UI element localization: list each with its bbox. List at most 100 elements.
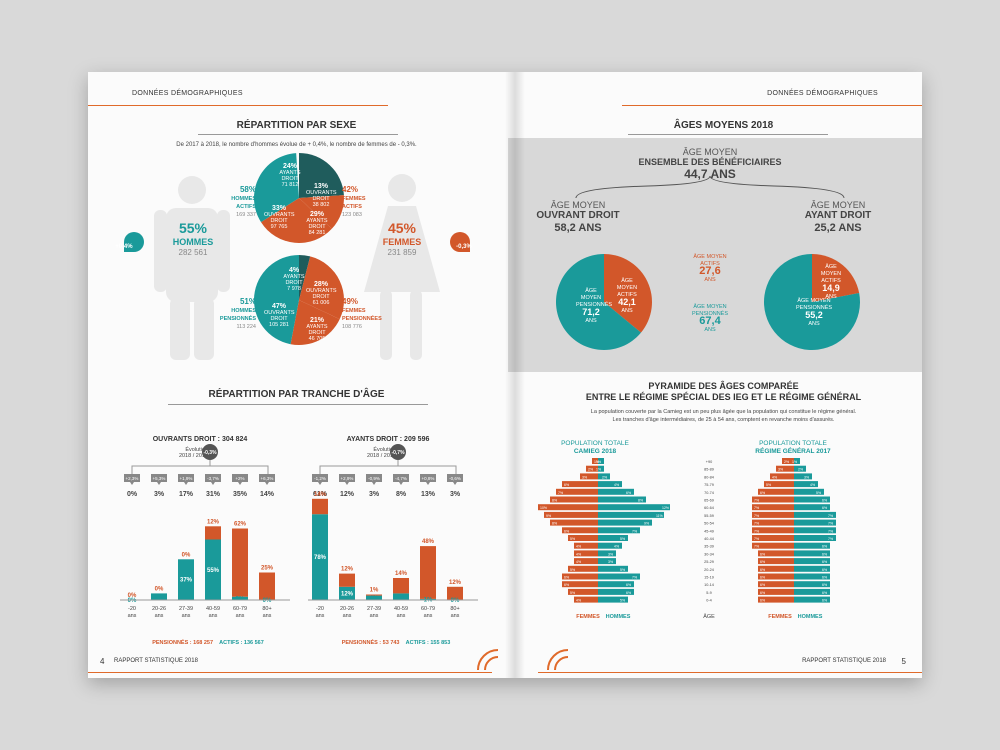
pyr-val-femmes: 6%	[760, 552, 765, 556]
pyr-bar-hommes	[794, 465, 806, 472]
pyr-val-hommes: 9%	[644, 522, 649, 526]
od-age-label2: OUVRANT DROIT	[536, 210, 620, 221]
bar-pensionnes	[447, 586, 463, 600]
pyr-age-label: 25-29	[704, 560, 714, 564]
men-pct: 55%	[178, 220, 208, 236]
pyr-bar-femmes	[758, 573, 794, 580]
share-value: 31%	[206, 491, 221, 498]
od-age-label: ÂGE MOYEN	[550, 200, 606, 210]
pyr-bar-femmes	[550, 496, 598, 503]
bar-actifs	[420, 598, 436, 600]
pyr-bar-hommes	[794, 527, 836, 534]
bar-label-actifs: 37%	[180, 578, 193, 584]
pyr-val-femmes: 4%	[772, 475, 777, 479]
bar-label-actifs: 3%	[236, 596, 245, 602]
pyr-val-femmes: 4%	[576, 545, 581, 549]
ens-age-label: ÂGE MOYEN	[682, 147, 738, 157]
pyr-bar-hommes	[598, 581, 634, 588]
pyr-bar-hommes	[794, 573, 830, 580]
pyr-text1: La population couverte par la Camieg est…	[590, 409, 857, 415]
pyr-val-hommes: 1%	[596, 460, 601, 464]
share-value: 17%	[179, 491, 194, 498]
pie2-ayants-f-label: 21% AYANTS DROIT 46 705	[306, 317, 328, 342]
bubble-value: -0,6%	[449, 476, 461, 481]
pyr-bar-hommes	[794, 481, 818, 488]
ayants-footer: PENSIONNÉS : 53 743 ACTIFS : 155 853	[341, 640, 451, 646]
pyr-val-hommes: 6%	[822, 499, 827, 503]
pie1-ayants-f-label: 29% AYANTS DROIT 84 281	[306, 211, 328, 236]
header-rule-left	[88, 105, 388, 106]
pyr-age-label: 30-34	[704, 552, 714, 556]
pyr-bar-femmes	[556, 488, 598, 495]
bar-label-pensionnes: 14%	[314, 492, 327, 498]
pyr-bar-femmes	[574, 550, 598, 557]
pyr-bar-femmes	[752, 535, 794, 541]
mid-pensionnes: ÂGE MOYEN PENSIONNÉS 67,4 ANS	[691, 304, 729, 333]
od-age-value: 58,2 ANS	[554, 222, 602, 234]
pyr-left-femmes: FEMMES	[576, 614, 600, 620]
pie2-ouvrants-f-label: 28% OUVRANTS DROIT 61 006	[306, 281, 337, 306]
bar-pensionnes	[232, 528, 248, 597]
pyr-val-femmes: 10%	[540, 506, 547, 510]
header-rule-right	[622, 105, 922, 106]
ens-age-label2: ENSEMBLE DES BÉNÉFICIAIRES	[638, 157, 782, 167]
pyr-bar-femmes	[776, 465, 794, 472]
evo-pill-value: -0,3%	[203, 450, 217, 456]
pyr-val-hommes: 6%	[822, 506, 827, 510]
bar-label-pensionnes: 48%	[422, 539, 435, 545]
pyr-val-hommes: 6%	[626, 591, 631, 595]
pyr-right-t1: POPULATION TOTALE	[759, 440, 827, 447]
pyr-bar-femmes	[752, 511, 794, 518]
header-right: DONNÉES DÉMOGRAPHIQUES	[767, 90, 878, 97]
share-value: 14%	[260, 491, 275, 498]
pie2-ayants-h-label: 4% AYANTS DROIT 7 978	[283, 267, 305, 292]
tranche-title: RÉPARTITION PAR TRANCHE D'ÂGE	[208, 389, 385, 400]
category-label: ans	[370, 613, 379, 619]
pyr-val-femmes: 7%	[754, 499, 759, 503]
bar-pensionnes	[312, 498, 328, 515]
pyr-bar-femmes	[592, 458, 598, 464]
pyr-val-hommes: 4%	[810, 483, 815, 487]
pyr-bar-femmes	[562, 573, 598, 580]
share-value: 3%	[154, 491, 165, 498]
bar-actifs	[339, 586, 355, 600]
pyr-val-femmes: 1%	[594, 460, 599, 464]
pyr-bar-hommes	[598, 473, 610, 480]
pyr-val-hommes: 7%	[828, 514, 833, 518]
pyr-bar-femmes	[758, 558, 794, 565]
pyr-bar-femmes	[770, 473, 794, 480]
pyr-val-femmes: 7%	[754, 537, 759, 541]
pyr-val-hommes: 7%	[632, 576, 637, 580]
pieA-pens-label: ÂGE MOYEN PENSIONNÉS 71,2 ANS	[576, 288, 613, 324]
pyr-val-femmes: 5%	[766, 483, 771, 487]
pyr-val-hommes: 6%	[822, 591, 827, 595]
pyr-val-femmes: 6%	[760, 591, 765, 595]
pyr-val-hommes: 5%	[620, 599, 625, 603]
pie2-ouvrants-h-label: 47% OUVRANTS DROIT 105 281	[264, 303, 295, 328]
bar-pensionnes	[259, 572, 275, 600]
bubble-value: +0,8%	[422, 476, 435, 481]
bubble	[232, 474, 248, 485]
pyr-val-femmes: 8%	[552, 499, 557, 503]
pyr-bar-hommes	[598, 535, 628, 541]
footer-left-text: RAPPORT STATISTIQUE 2018	[114, 658, 198, 664]
pyr-val-femmes: 6%	[760, 560, 765, 564]
pyr-bar-hommes	[598, 596, 628, 603]
pyr-bar-hommes	[598, 458, 604, 464]
women-label: FEMMES	[382, 237, 422, 247]
pyr-bar-femmes	[568, 535, 598, 541]
evo-connector	[319, 460, 457, 474]
pyr-bar-femmes	[758, 588, 794, 595]
pyr-val-femmes: 4%	[576, 599, 581, 603]
pyr-val-femmes: 6%	[760, 576, 765, 580]
pyr-bar-hommes	[794, 550, 830, 557]
bubble-value: +1,9%	[180, 476, 193, 481]
share-value: 3%	[450, 491, 461, 498]
women-evo: -0,3%	[456, 244, 472, 250]
category-label: ans	[397, 613, 406, 619]
category-label: 60-79	[421, 606, 435, 612]
pyr-age-label: 20-24	[704, 568, 714, 572]
bubble	[447, 474, 463, 485]
pyr-bar-femmes	[758, 581, 794, 588]
pyr-val-femmes: 3%	[778, 468, 783, 472]
